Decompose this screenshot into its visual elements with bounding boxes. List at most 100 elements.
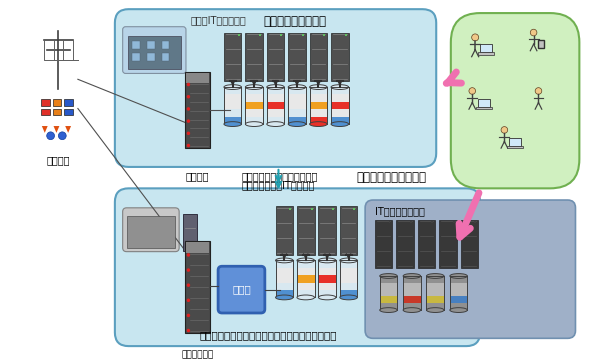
Bar	[297, 275, 314, 283]
Ellipse shape	[310, 85, 327, 90]
Bar	[224, 95, 242, 102]
Ellipse shape	[426, 308, 444, 313]
Circle shape	[186, 144, 190, 147]
Ellipse shape	[297, 295, 314, 300]
Bar	[396, 219, 414, 268]
Bar	[237, 35, 240, 36]
Bar	[245, 87, 263, 95]
Bar	[185, 241, 210, 334]
Bar	[224, 102, 242, 109]
Bar	[318, 260, 336, 268]
FancyBboxPatch shape	[115, 188, 480, 346]
Ellipse shape	[297, 258, 314, 263]
Bar	[379, 290, 397, 296]
Bar	[331, 109, 349, 117]
Bar	[267, 87, 284, 95]
FancyBboxPatch shape	[451, 13, 580, 188]
Circle shape	[186, 95, 190, 99]
Bar	[478, 99, 490, 106]
Bar	[450, 276, 468, 283]
Text: 今回のデータセンター: 今回のデータセンター	[356, 171, 426, 184]
Bar	[507, 145, 523, 148]
Bar	[224, 32, 242, 81]
Bar	[53, 109, 62, 115]
Bar	[410, 221, 412, 223]
Bar	[318, 290, 336, 297]
Bar	[245, 117, 263, 124]
Bar	[426, 276, 444, 283]
Polygon shape	[539, 40, 544, 48]
Bar	[288, 102, 305, 109]
Bar	[439, 219, 456, 268]
Polygon shape	[162, 41, 169, 49]
Bar	[332, 208, 334, 210]
Ellipse shape	[275, 295, 293, 300]
Bar	[450, 290, 468, 296]
Bar	[288, 117, 305, 124]
Polygon shape	[147, 53, 155, 61]
Bar	[288, 87, 305, 95]
Bar	[388, 221, 391, 223]
Circle shape	[47, 132, 54, 140]
Ellipse shape	[267, 85, 284, 90]
Bar	[480, 44, 492, 52]
Bar	[310, 87, 327, 95]
FancyBboxPatch shape	[218, 266, 265, 313]
Text: IT機器の電源停止: IT機器の電源停止	[375, 206, 424, 216]
Bar	[450, 283, 468, 290]
Ellipse shape	[318, 258, 336, 263]
Circle shape	[186, 283, 190, 287]
Bar	[224, 87, 242, 95]
Bar	[379, 276, 397, 283]
Bar	[403, 296, 421, 303]
Bar	[453, 221, 455, 223]
Bar	[310, 95, 327, 102]
Ellipse shape	[403, 274, 421, 278]
Bar	[375, 219, 392, 268]
Bar	[318, 275, 336, 283]
Bar	[379, 303, 397, 310]
Polygon shape	[133, 41, 140, 49]
Bar	[340, 260, 358, 268]
Bar	[310, 117, 327, 124]
Bar	[224, 109, 242, 117]
Bar	[353, 208, 355, 210]
Bar	[318, 206, 336, 255]
Ellipse shape	[288, 122, 305, 126]
Circle shape	[186, 329, 190, 332]
Bar	[289, 208, 291, 210]
Bar	[185, 73, 210, 148]
Bar	[245, 32, 263, 81]
Polygon shape	[147, 41, 155, 49]
Bar	[340, 275, 358, 283]
Bar	[259, 35, 261, 36]
Bar	[403, 290, 421, 296]
Bar	[478, 52, 494, 55]
Bar	[340, 268, 358, 275]
Bar	[267, 117, 284, 124]
Bar	[509, 138, 521, 145]
Bar	[345, 35, 347, 36]
Bar	[53, 99, 62, 105]
Circle shape	[186, 314, 190, 317]
Bar	[245, 109, 263, 117]
Ellipse shape	[331, 85, 349, 90]
Bar	[331, 87, 349, 95]
FancyBboxPatch shape	[123, 208, 179, 252]
Bar	[297, 206, 314, 255]
Bar	[297, 268, 314, 275]
Text: 全てのIT機器が稼働: 全てのIT機器が稼働	[191, 15, 247, 25]
Circle shape	[501, 127, 508, 133]
Bar	[288, 109, 305, 117]
Ellipse shape	[275, 258, 293, 263]
Circle shape	[535, 88, 542, 94]
Ellipse shape	[331, 122, 349, 126]
Polygon shape	[127, 36, 181, 69]
Bar	[275, 290, 293, 297]
Circle shape	[186, 131, 190, 135]
Circle shape	[186, 253, 190, 257]
Text: 蓄電池: 蓄電池	[232, 284, 251, 295]
Text: サービス無停止のまま電力供: サービス無停止のまま電力供	[242, 171, 318, 181]
Ellipse shape	[318, 295, 336, 300]
Bar	[267, 32, 284, 81]
